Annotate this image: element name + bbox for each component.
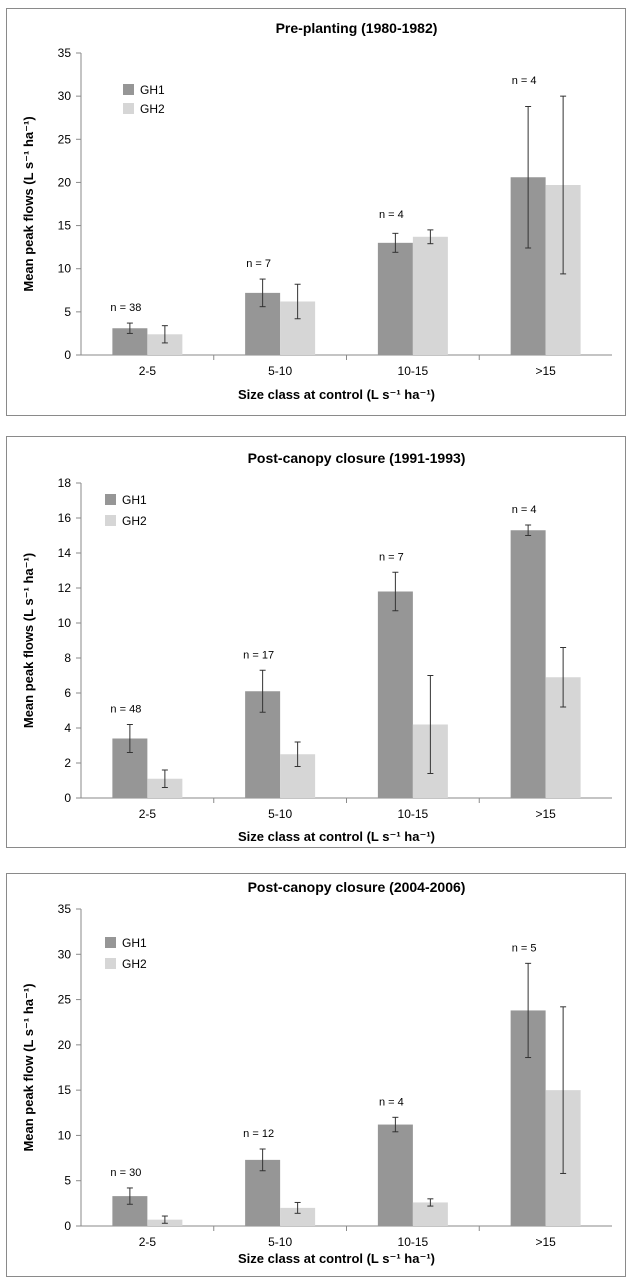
y-tick-label: 0 (64, 348, 71, 362)
y-tick-label: 14 (58, 546, 72, 560)
x-tick-label: 10-15 (398, 807, 429, 821)
chart-panel-post-canopy-2004: Post-canopy closure (2004-2006) 0 5 10 15 20 2… (6, 873, 626, 1277)
bar-gh1 (377, 242, 413, 355)
y-tick-label: 2 (64, 756, 71, 770)
legend-label-gh2: GH2 (122, 957, 147, 971)
x-tick-label: 5-10 (268, 1235, 292, 1249)
y-tick-label: 5 (64, 305, 71, 319)
chart-title: Post-canopy closure (1991-1993) (248, 450, 466, 466)
legend-swatch-gh2 (123, 103, 134, 114)
sample-size-label: n = 7 (379, 551, 404, 563)
bar-gh2 (412, 1202, 448, 1226)
sample-size-label: n = 5 (512, 942, 537, 954)
y-tick-label: 10 (58, 262, 72, 276)
bar-gh2 (412, 236, 448, 355)
y-tick-label: 35 (58, 46, 72, 60)
x-tick-label: 5-10 (268, 364, 292, 378)
y-tick-label: 25 (58, 132, 72, 146)
x-tick-label: >15 (535, 1235, 556, 1249)
y-tick-label: 30 (58, 89, 72, 103)
sample-size-label: n = 4 (512, 75, 537, 87)
sample-size-label: n = 4 (512, 504, 537, 516)
chart-title: Post-canopy closure (2004-2006) (248, 879, 466, 895)
legend-swatch-gh1 (105, 494, 116, 505)
y-tick-label: 10 (58, 616, 72, 630)
chart-svg-post-canopy-1991: Post-canopy closure (1991-1993) 0 2 4 6 8 10 12… (21, 450, 612, 844)
x-tick-label: 2-5 (139, 807, 157, 821)
legend-swatch-gh1 (105, 937, 116, 948)
chart-panel-pre-planting: Pre-planting (1980-1982) 0 5 10 15 20 25 30 35 2-… (6, 8, 626, 416)
bar-gh2 (280, 1207, 316, 1226)
bar-gh1 (377, 1124, 413, 1226)
y-tick-label: 4 (64, 721, 71, 735)
y-tick-label: 12 (58, 581, 72, 595)
legend-label-gh1: GH1 (122, 936, 147, 950)
x-axis-label: Size class at control (L s⁻¹ ha⁻¹) (238, 829, 435, 844)
legend-label-gh2: GH2 (122, 514, 147, 528)
x-tick-label: 10-15 (398, 1235, 429, 1249)
x-tick-label: >15 (535, 364, 556, 378)
y-axis-label: Mean peak flows (L s⁻¹ ha⁻¹) (21, 116, 36, 291)
x-tick-label: 2-5 (139, 1235, 157, 1249)
y-tick-label: 25 (58, 993, 72, 1007)
chart-svg-post-canopy-2004: Post-canopy closure (2004-2006) 0 5 10 15 20 2… (21, 879, 612, 1266)
legend-label-gh1: GH1 (122, 493, 147, 507)
y-axis-label: Mean peak flows (L s⁻¹ ha⁻¹) (21, 553, 36, 728)
y-tick-label: 5 (64, 1174, 71, 1188)
sample-size-label: n = 12 (243, 1128, 274, 1140)
legend-label-gh2: GH2 (140, 102, 165, 116)
y-tick-label: 20 (58, 1038, 72, 1052)
sample-size-label: n = 38 (110, 302, 141, 314)
y-tick-label: 35 (58, 902, 72, 916)
legend-swatch-gh2 (105, 958, 116, 969)
y-tick-label: 0 (64, 791, 71, 805)
y-tick-label: 15 (58, 219, 72, 233)
y-axis-label: Mean peak flow (L s⁻¹ ha⁻¹) (21, 983, 36, 1151)
y-tick-label: 30 (58, 947, 72, 961)
chart-title: Pre-planting (1980-1982) (276, 20, 438, 36)
y-tick-label: 10 (58, 1128, 72, 1142)
bar-gh1 (377, 591, 413, 798)
sample-size-label: n = 4 (379, 209, 404, 221)
y-tick-label: 16 (58, 511, 72, 525)
legend-swatch-gh1 (123, 84, 134, 95)
x-tick-label: 2-5 (139, 364, 157, 378)
legend-swatch-gh2 (105, 515, 116, 526)
y-tick-label: 0 (64, 1219, 71, 1233)
sample-size-label: n = 48 (110, 704, 141, 716)
bar-gh1 (510, 530, 546, 798)
sample-size-label: n = 30 (110, 1167, 141, 1179)
chart-svg-pre-planting: Pre-planting (1980-1982) 0 5 10 15 20 25 30 35 2-… (21, 20, 612, 402)
x-axis-label: Size class at control (L s⁻¹ ha⁻¹) (238, 1251, 435, 1266)
sample-size-label: n = 4 (379, 1096, 404, 1108)
bar-gh2 (147, 334, 183, 355)
x-tick-label: 5-10 (268, 807, 292, 821)
sample-size-label: n = 7 (246, 258, 271, 270)
y-tick-label: 20 (58, 175, 72, 189)
y-tick-label: 15 (58, 1083, 72, 1097)
y-tick-label: 6 (64, 686, 71, 700)
bar-gh2 (147, 778, 183, 798)
x-axis-label: Size class at control (L s⁻¹ ha⁻¹) (238, 387, 435, 402)
sample-size-label: n = 17 (243, 649, 274, 661)
x-tick-label: >15 (535, 807, 556, 821)
chart-panel-post-canopy-1991: Post-canopy closure (1991-1993) 0 2 4 6 8 10 12… (6, 436, 626, 848)
x-tick-label: 10-15 (398, 364, 429, 378)
legend-label-gh1: GH1 (140, 83, 165, 97)
y-tick-label: 8 (64, 651, 71, 665)
y-tick-label: 18 (58, 476, 72, 490)
